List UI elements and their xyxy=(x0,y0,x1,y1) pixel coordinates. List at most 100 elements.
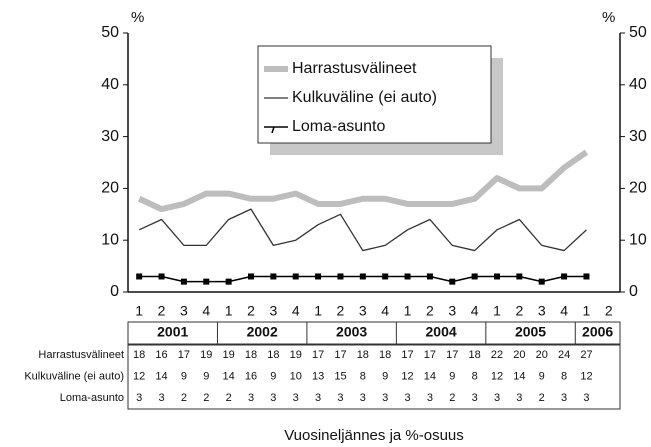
table-cell: 17 xyxy=(334,349,346,361)
point-marker xyxy=(158,273,165,280)
table-cell: 9 xyxy=(270,370,276,382)
table-cell: 18 xyxy=(133,349,145,361)
table-cell: 8 xyxy=(561,370,567,382)
year-row xyxy=(127,321,621,345)
x-tick-label: 1 xyxy=(314,303,322,319)
table-row-label: Loma-asunto xyxy=(60,392,124,404)
year-label: 2002 xyxy=(247,324,278,340)
x-tick-label: 1 xyxy=(493,303,501,319)
x-tick-label: 2 xyxy=(605,303,613,319)
x-tick-label: 3 xyxy=(269,303,277,319)
point-marker xyxy=(270,273,277,280)
table-cell: 3 xyxy=(360,392,366,404)
table-cell: 9 xyxy=(181,370,187,382)
table-cell: 9 xyxy=(539,370,545,382)
x-axis-label: Vuosineljännes ja %-osuus xyxy=(284,427,464,444)
point-marker xyxy=(315,273,322,280)
table-cell: 12 xyxy=(580,370,592,382)
y2-unit: % xyxy=(602,9,615,26)
y2-tick-label: 20 xyxy=(629,180,647,197)
point-marker xyxy=(136,273,143,280)
table-cell: 3 xyxy=(494,392,500,404)
series-line xyxy=(137,149,589,213)
point-marker xyxy=(561,273,568,280)
table-cell: 19 xyxy=(290,349,302,361)
y-tick-label: 20 xyxy=(101,180,119,197)
table-cell: 2 xyxy=(226,392,232,404)
y2-tick-label: 0 xyxy=(629,283,638,300)
table-cell: 2 xyxy=(449,392,455,404)
y-tick-label: 10 xyxy=(101,231,119,248)
point-marker xyxy=(225,278,232,285)
year-label: 2006 xyxy=(582,324,613,340)
y2-tick-label: 40 xyxy=(629,76,647,93)
table-cell: 14 xyxy=(155,370,167,382)
x-tick-label: 4 xyxy=(381,303,389,319)
table-cell: 3 xyxy=(270,392,276,404)
table-cell: 9 xyxy=(449,370,455,382)
x-tick-label: 4 xyxy=(471,303,479,319)
x-tick-label: 1 xyxy=(404,303,412,319)
table-cell: 17 xyxy=(178,349,190,361)
x-tick-label: 4 xyxy=(560,303,568,319)
table-cell: 22 xyxy=(491,349,503,361)
year-label: 2001 xyxy=(157,324,188,340)
table-cell: 2 xyxy=(539,392,545,404)
y-tick-label: 50 xyxy=(101,24,119,41)
table-cell: 8 xyxy=(360,370,366,382)
table-cell: 12 xyxy=(133,370,145,382)
x-tick-label: 1 xyxy=(225,303,233,319)
table-cell: 17 xyxy=(312,349,324,361)
table-cell: 17 xyxy=(401,349,413,361)
table-cell: 9 xyxy=(203,370,209,382)
x-tick-label: 4 xyxy=(292,303,300,319)
point-marker xyxy=(404,273,411,280)
year-label: 2004 xyxy=(426,324,457,340)
table-cell: 3 xyxy=(293,392,299,404)
x-tick-label: 3 xyxy=(359,303,367,319)
table-cell: 3 xyxy=(337,392,343,404)
y2-tick-label: 50 xyxy=(629,24,647,41)
table-cell: 3 xyxy=(382,392,388,404)
point-marker xyxy=(359,273,366,280)
table-cell: 3 xyxy=(315,392,321,404)
x-tick-label: 2 xyxy=(426,303,434,319)
table-cell: 18 xyxy=(357,349,369,361)
table-cell: 3 xyxy=(427,392,433,404)
table-cell: 3 xyxy=(472,392,478,404)
table-cell: 18 xyxy=(267,349,279,361)
x-tick-label: 2 xyxy=(158,303,166,319)
x-tick-label: 2 xyxy=(515,303,523,319)
x-tick-label: 1 xyxy=(583,303,591,319)
table-cell: 3 xyxy=(516,392,522,404)
table-cell: 27 xyxy=(580,349,592,361)
table-cell: 3 xyxy=(248,392,254,404)
table-cell: 2 xyxy=(203,392,209,404)
x-tick-label: 2 xyxy=(247,303,255,319)
table-cell: 8 xyxy=(472,370,478,382)
table-cell: 10 xyxy=(290,370,302,382)
table-cell: 3 xyxy=(136,392,142,404)
point-marker xyxy=(538,278,545,285)
point-marker xyxy=(337,273,344,280)
table-cell: 16 xyxy=(245,370,257,382)
point-marker xyxy=(426,273,433,280)
y2-tick-label: 10 xyxy=(629,231,647,248)
y2-tick-label: 30 xyxy=(629,128,647,145)
table-cell: 20 xyxy=(536,349,548,361)
series-line xyxy=(138,208,587,252)
point-marker xyxy=(583,273,590,280)
y-unit: % xyxy=(131,9,144,26)
point-marker xyxy=(449,278,456,285)
legend-label: Loma-asunto xyxy=(292,118,385,135)
point-marker xyxy=(292,273,299,280)
x-tick-label: 3 xyxy=(448,303,456,319)
table-cell: 2 xyxy=(181,392,187,404)
year-label: 2005 xyxy=(515,324,546,340)
x-tick-label: 1 xyxy=(135,303,143,319)
table-cell: 3 xyxy=(561,392,567,404)
table-cell: 15 xyxy=(334,370,346,382)
x-tick-label: 4 xyxy=(202,303,210,319)
table-cell: 19 xyxy=(223,349,235,361)
point-marker xyxy=(382,273,389,280)
